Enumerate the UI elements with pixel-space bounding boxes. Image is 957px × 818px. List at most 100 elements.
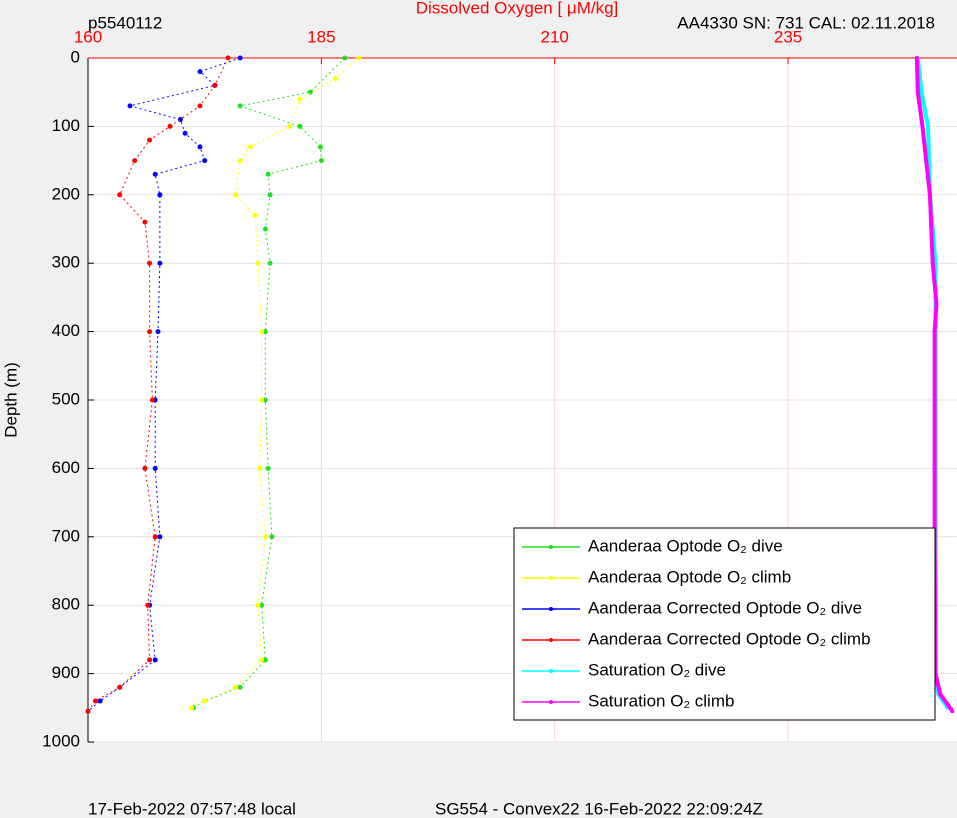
- y-axis-label: Depth (m): [1, 362, 20, 438]
- data-point: [189, 705, 195, 711]
- y-tick-label: 100: [52, 116, 80, 135]
- data-point: [92, 698, 98, 704]
- data-point: [237, 684, 243, 690]
- data-point: [152, 465, 158, 471]
- data-point: [932, 398, 937, 402]
- mission-info: SG554 - Convex22 16-Feb-2022 22:09:24Z: [435, 799, 763, 818]
- local-time: 17-Feb-2022 07:57:48 local: [88, 799, 296, 818]
- x-tick-label: 210: [541, 27, 569, 46]
- y-tick-label: 300: [52, 253, 80, 272]
- data-point: [237, 103, 243, 109]
- data-point: [318, 158, 324, 164]
- y-tick-label: 700: [52, 526, 80, 545]
- data-point: [259, 397, 265, 403]
- chart-title: Dissolved Oxygen [ μM/kg]: [416, 0, 619, 17]
- data-point: [265, 465, 271, 471]
- series-line: [914, 57, 954, 713]
- data-point: [265, 171, 271, 177]
- data-point: [142, 219, 148, 225]
- data-point: [177, 117, 183, 123]
- data-point: [157, 260, 163, 266]
- legend-marker: [549, 669, 553, 673]
- series-line: [191, 57, 360, 709]
- data-point: [914, 56, 919, 60]
- legend-label: Aanderaa Optode O₂ climb: [588, 567, 791, 586]
- data-point: [237, 55, 243, 61]
- legend-label: Aanderaa Corrected Optode O₂ climb: [588, 629, 871, 648]
- data-point: [152, 171, 158, 177]
- data-point: [927, 192, 932, 197]
- data-point: [255, 260, 261, 266]
- data-point: [252, 212, 258, 218]
- data-point: [232, 192, 238, 198]
- data-point: [127, 103, 133, 109]
- data-point: [152, 534, 158, 540]
- data-point: [259, 657, 265, 663]
- data-point: [145, 602, 151, 608]
- data-point: [225, 55, 231, 61]
- data-point: [147, 329, 153, 335]
- legend-marker: [549, 638, 553, 642]
- data-point: [332, 76, 338, 82]
- legend-marker: [549, 607, 553, 611]
- legend-box: [513, 527, 936, 721]
- data-point: [197, 144, 203, 150]
- data-point: [147, 137, 153, 143]
- x-tick-label: 235: [774, 27, 802, 46]
- profile-id: p5540112: [88, 13, 162, 32]
- data-point: [197, 103, 203, 109]
- data-point: [915, 90, 920, 95]
- data-point: [152, 657, 158, 663]
- series-line: [87, 57, 241, 712]
- data-point: [932, 329, 937, 334]
- data-point: [202, 698, 208, 704]
- data-point: [132, 158, 138, 164]
- data-point: [262, 397, 268, 403]
- data-point: [259, 602, 265, 608]
- data-point: [257, 465, 263, 471]
- data-point: [197, 69, 203, 75]
- data-point: [926, 124, 931, 129]
- data-point: [255, 602, 261, 608]
- y-tick-label: 0: [71, 47, 80, 66]
- sensor-info: AA4330 SN: 731 CAL: 02.11.2018: [677, 13, 935, 32]
- data-point: [930, 261, 935, 266]
- y-tick-label: 500: [52, 389, 80, 408]
- data-point: [945, 702, 950, 707]
- legend-marker: [549, 545, 553, 549]
- data-point: [342, 55, 348, 61]
- y-tick-label: 800: [52, 595, 80, 614]
- data-point: [157, 534, 163, 540]
- data-point: [97, 698, 103, 704]
- series-line: [87, 57, 229, 712]
- data-point: [259, 329, 265, 335]
- legend-marker: [549, 576, 553, 580]
- legend-label: Saturation O₂ climb: [588, 691, 734, 710]
- y-tick-label: 1000: [42, 731, 80, 750]
- legend-label: Saturation O₂ dive: [588, 660, 726, 679]
- data-point: [212, 82, 218, 88]
- data-point: [237, 158, 243, 164]
- data-point: [167, 123, 173, 129]
- y-tick-label: 900: [52, 663, 80, 682]
- data-point: [356, 55, 362, 61]
- legend-label: Aanderaa Corrected Optode O₂ dive: [588, 598, 862, 617]
- data-point: [85, 708, 91, 714]
- data-point: [269, 534, 275, 540]
- data-point: [262, 534, 268, 540]
- data-point: [267, 260, 273, 266]
- data-point: [938, 692, 943, 697]
- data-point: [182, 130, 188, 136]
- data-point: [157, 192, 163, 198]
- data-point: [149, 397, 155, 403]
- data-point: [147, 260, 153, 266]
- legend-label: Aanderaa Optode O₂ dive: [588, 536, 783, 555]
- data-point: [297, 123, 303, 129]
- data-point: [232, 684, 238, 690]
- data-point: [932, 466, 937, 471]
- data-point: [142, 465, 148, 471]
- data-point: [202, 158, 208, 164]
- data-point: [317, 144, 323, 150]
